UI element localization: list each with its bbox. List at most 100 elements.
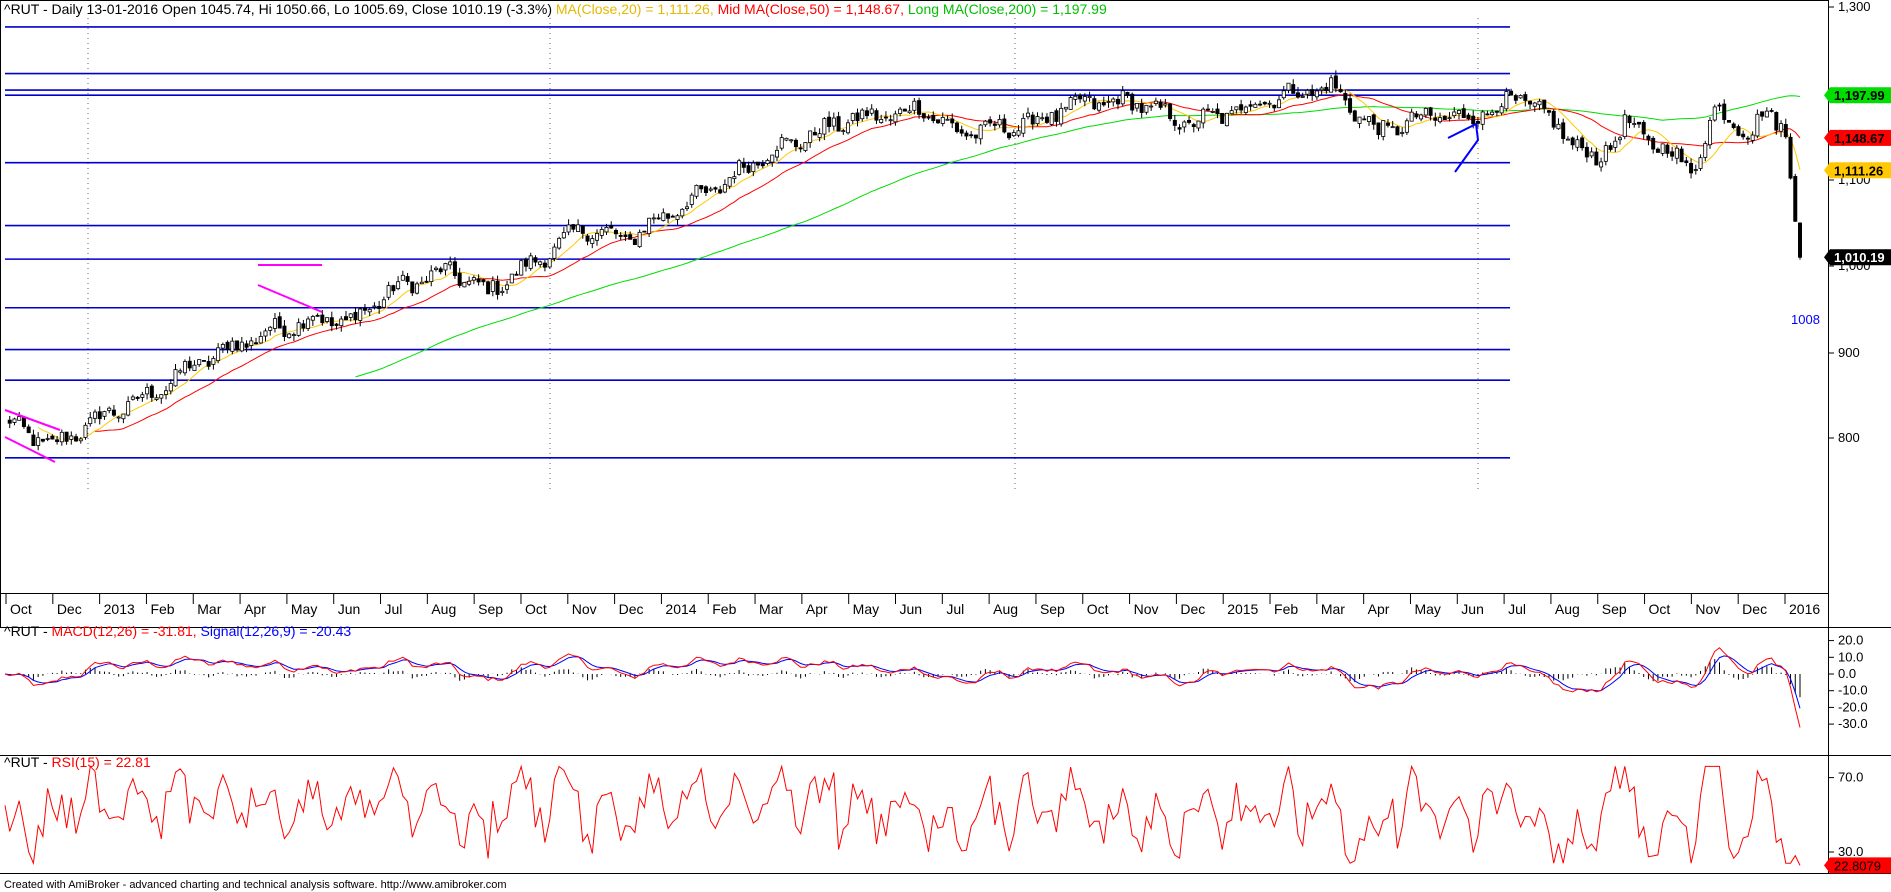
candle xyxy=(1338,84,1343,93)
candle xyxy=(864,107,869,120)
candle xyxy=(1329,75,1334,93)
candle xyxy=(670,214,675,218)
candle xyxy=(443,262,448,276)
candle xyxy=(178,368,183,375)
candle xyxy=(874,108,879,125)
candle xyxy=(1044,113,1049,124)
candle xyxy=(254,337,259,345)
candle xyxy=(372,302,377,310)
candle xyxy=(883,111,888,122)
candle xyxy=(1456,109,1461,120)
candle xyxy=(405,272,410,286)
candle xyxy=(1731,122,1736,130)
macd-line xyxy=(4,647,1801,728)
macd-tick-label: -30.0 xyxy=(1838,716,1868,731)
candle xyxy=(1177,124,1182,135)
candle xyxy=(1655,147,1660,153)
candle xyxy=(590,235,595,249)
x-tick-label: Feb xyxy=(150,601,174,617)
candle xyxy=(1693,164,1698,175)
candle xyxy=(1651,136,1656,154)
candle xyxy=(45,433,50,442)
candle xyxy=(391,284,396,295)
price-tick-label: 800 xyxy=(1838,430,1860,445)
candle xyxy=(954,121,959,134)
candle xyxy=(1030,111,1035,130)
candle xyxy=(902,108,907,112)
candle xyxy=(55,435,60,445)
candle xyxy=(1087,91,1092,102)
candle xyxy=(220,342,225,353)
candle xyxy=(1007,132,1012,140)
candle xyxy=(969,131,974,139)
badge-rsi: 22.8079 xyxy=(1824,857,1891,874)
candle xyxy=(727,177,732,189)
candle xyxy=(121,413,126,424)
candle xyxy=(1793,173,1798,222)
svg-text:1,148.67: 1,148.67 xyxy=(1834,131,1885,146)
candle xyxy=(1040,112,1045,121)
candle xyxy=(1409,108,1414,122)
signal-line xyxy=(4,655,1801,709)
candle xyxy=(803,142,808,153)
candle xyxy=(1551,109,1556,130)
price-tick-label: 1,300 xyxy=(1838,0,1871,14)
candle xyxy=(1589,147,1594,159)
x-tick-label: Oct xyxy=(525,601,547,617)
candle xyxy=(36,432,41,451)
candle xyxy=(836,111,841,132)
x-tick-label: Oct xyxy=(1649,601,1671,617)
candle xyxy=(689,192,694,208)
candle xyxy=(1300,92,1305,98)
candle xyxy=(1111,97,1116,107)
candle xyxy=(471,275,476,285)
candle xyxy=(315,313,320,317)
candle xyxy=(1580,135,1585,151)
candle xyxy=(599,226,604,239)
candle xyxy=(973,134,978,144)
candle xyxy=(173,364,178,387)
candle xyxy=(102,410,107,420)
candle xyxy=(1603,141,1608,166)
candle xyxy=(396,276,401,291)
candle xyxy=(1376,122,1381,140)
x-tick-label: Aug xyxy=(431,601,456,617)
candle xyxy=(1130,92,1135,115)
candle xyxy=(263,328,268,342)
candle xyxy=(585,234,590,246)
candle xyxy=(1404,118,1409,135)
x-axis: Oct Dec 2013 Feb Mar Apr May Jun Jul Aug Sep Oct Nov… xyxy=(0,593,1828,617)
candle xyxy=(415,281,420,295)
candle xyxy=(258,331,263,344)
candle xyxy=(1215,103,1220,119)
candle xyxy=(841,128,846,135)
candle xyxy=(1665,143,1670,158)
candle xyxy=(1722,99,1727,124)
candle xyxy=(159,394,164,404)
x-tick-label: Sep xyxy=(1602,601,1627,617)
candle xyxy=(770,154,775,167)
candle xyxy=(1205,104,1210,112)
candle xyxy=(547,257,552,269)
x-tick-label: Aug xyxy=(993,601,1018,617)
candle xyxy=(154,394,159,402)
x-tick-label: Feb xyxy=(1274,601,1298,617)
candle xyxy=(1494,110,1499,117)
candle xyxy=(239,336,244,353)
candle xyxy=(1187,116,1192,125)
candle xyxy=(1267,100,1272,109)
svg-text:22.8079: 22.8079 xyxy=(1834,858,1881,873)
candle xyxy=(561,227,566,239)
candle xyxy=(1210,108,1215,114)
candle xyxy=(277,312,282,329)
candle xyxy=(1490,109,1495,117)
x-tick-label: May xyxy=(853,601,879,617)
candle xyxy=(651,213,656,224)
candle xyxy=(1305,88,1310,99)
candle xyxy=(320,310,325,326)
candle xyxy=(59,429,64,446)
candle xyxy=(1291,79,1296,94)
candle xyxy=(571,223,576,233)
candle xyxy=(1149,103,1154,111)
